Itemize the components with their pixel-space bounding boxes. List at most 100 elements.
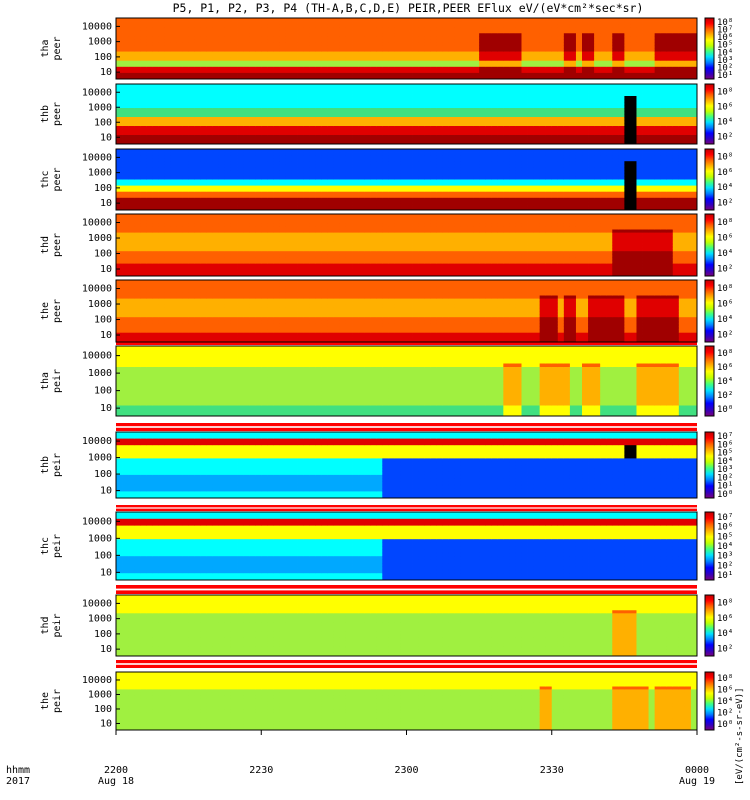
energy-tick-label: 10000 — [82, 675, 112, 686]
colorbar-tick-label: 10² — [717, 644, 733, 654]
energy-tick-label: 10000 — [82, 284, 112, 295]
energy-tick-label: 100 — [94, 183, 112, 194]
panel-probe-label: thc — [40, 170, 51, 188]
energy-tick-label: 10000 — [82, 516, 112, 527]
colorbar-units-label: [eV/(cm²-s-sr-eV)] — [735, 687, 745, 785]
colorbar-tick-label: 10² — [717, 561, 733, 571]
energy-tick-label: 10000 — [82, 152, 112, 163]
energy-tick-label: 1000 — [88, 614, 112, 625]
panel-species-label: peer — [52, 299, 63, 323]
panel-probe-label: tha — [40, 39, 51, 57]
energy-tick-label: 100 — [94, 386, 112, 397]
colorbar-tick-label: 10⁴ — [717, 629, 733, 639]
energy-tick-label: 10000 — [82, 436, 112, 447]
colorbar-tick-label: 10² — [717, 198, 733, 208]
energy-tick-label: 10 — [100, 644, 112, 655]
colorbar-tick-label: 10⁸ — [717, 153, 733, 163]
time-tick-label: 0000 — [685, 765, 709, 776]
colorbar-tick-label: 10⁶ — [717, 685, 733, 695]
date-tick-label: Aug 19 — [679, 776, 715, 787]
panel-species-label: peir — [52, 534, 63, 558]
date-tick-label: Aug 18 — [98, 776, 134, 787]
colorbar — [705, 595, 714, 656]
colorbar-tick-label: 10⁸ — [717, 349, 733, 359]
colorbar-tick-label: 10⁸ — [717, 599, 733, 609]
panel-species-label: peer — [52, 36, 63, 60]
colorbar — [705, 214, 714, 276]
energy-tick-label: 1000 — [88, 368, 112, 379]
colorbar-tick-label: 10⁶ — [717, 614, 733, 624]
colorbar-tick-label: 10⁴ — [717, 183, 733, 193]
time-axis-label-year: 2017 — [6, 776, 30, 787]
energy-tick-label: 1000 — [88, 233, 112, 244]
colorbar-tick-label: 10⁴ — [717, 542, 733, 552]
colorbar — [705, 18, 714, 79]
colorbar-tick-label: 10⁸ — [717, 88, 733, 98]
energy-tick-label: 100 — [94, 249, 112, 260]
energy-tick-label: 10 — [100, 486, 112, 497]
colorbar-tick-label: 10⁰ — [717, 490, 733, 500]
colorbar-tick-label: 10⁶ — [717, 103, 733, 113]
energy-tick-label: 1000 — [88, 453, 112, 464]
colorbar-tick-label: 10² — [717, 133, 733, 143]
energy-tick-label: 10 — [100, 719, 112, 730]
energy-tick-label: 100 — [94, 315, 112, 326]
colorbar-tick-label: 10⁴ — [717, 377, 733, 387]
panel-probe-label: thb — [40, 105, 51, 123]
energy-tick-label: 10 — [100, 132, 112, 143]
panel-species-label: peer — [52, 102, 63, 126]
energy-tick-label: 10 — [100, 330, 112, 341]
panel-species-label: peir — [52, 613, 63, 637]
colorbar-tick-label: 10⁶ — [717, 168, 733, 178]
colorbar — [705, 512, 714, 580]
energy-tick-label: 100 — [94, 469, 112, 480]
colorbar-tick-label: 10⁴ — [717, 249, 733, 259]
colorbar — [705, 280, 714, 342]
chart-title: P5, P1, P2, P3, P4 (TH-A,B,C,D,E) PEIR,P… — [173, 1, 644, 15]
energy-tick-label: 100 — [94, 52, 112, 63]
energy-tick-label: 10 — [100, 264, 112, 275]
energy-tick-label: 10000 — [82, 351, 112, 362]
colorbar — [705, 672, 714, 730]
energy-tick-label: 10000 — [82, 21, 112, 32]
colorbar-tick-label: 10⁶ — [717, 523, 733, 533]
energy-tick-label: 10000 — [82, 598, 112, 609]
colorbar-tick-label: 10³ — [717, 552, 733, 562]
colorbar — [705, 346, 714, 416]
panel-probe-label: tha — [40, 372, 51, 390]
panel-species-label: peer — [52, 233, 63, 257]
colorbar-tick-label: 10⁶ — [717, 363, 733, 373]
energy-tick-label: 100 — [94, 550, 112, 561]
colorbar-tick-label: 10⁶ — [717, 299, 733, 309]
panel-probe-label: thc — [40, 537, 51, 555]
energy-tick-label: 1000 — [88, 299, 112, 310]
spectrogram-figure: P5, P1, P2, P3, P4 (TH-A,B,C,D,E) PEIR,P… — [0, 0, 750, 800]
colorbar — [705, 432, 714, 498]
colorbar — [705, 84, 714, 144]
energy-tick-label: 100 — [94, 629, 112, 640]
panel-probe-label: the — [40, 692, 51, 710]
energy-tick-label: 1000 — [88, 690, 112, 701]
panel-species-label: peir — [52, 689, 63, 713]
time-tick-label: 2300 — [394, 765, 418, 776]
energy-tick-label: 100 — [94, 117, 112, 128]
energy-tick-label: 100 — [94, 704, 112, 715]
colorbar-tick-label: 10⁴ — [717, 697, 733, 707]
panel-probe-label: thd — [40, 616, 51, 634]
energy-tick-label: 1000 — [88, 533, 112, 544]
colorbar — [705, 149, 714, 210]
colorbar-tick-label: 10⁵ — [717, 532, 733, 542]
colorbar-tick-label: 10⁶ — [717, 233, 733, 243]
time-tick-label: 2230 — [249, 765, 273, 776]
energy-tick-label: 1000 — [88, 37, 112, 48]
panel-probe-label: the — [40, 302, 51, 320]
